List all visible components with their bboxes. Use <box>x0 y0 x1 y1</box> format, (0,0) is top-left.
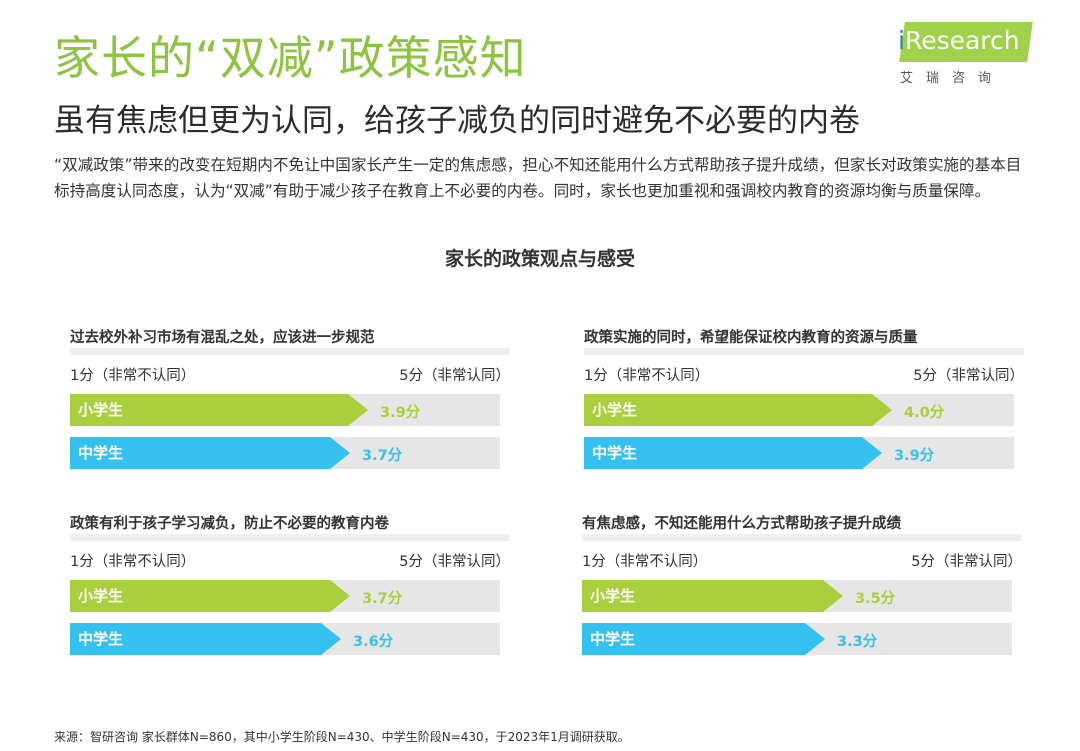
scale-max-label: 5分（非常认同） <box>399 368 510 384</box>
data-label: 3.7分 <box>362 591 403 607</box>
bar-series-label: 小学生 <box>592 401 638 419</box>
scale-max-label: 5分（非常认同） <box>911 554 1022 570</box>
bar-series-label: 小学生 <box>590 587 636 605</box>
bar-series-label: 小学生 <box>78 401 124 419</box>
scale-min-label: 1分（非常不认同） <box>70 368 196 384</box>
bar <box>70 437 350 469</box>
panel-title-text: 政策有利于孩子学习减负，防止不必要的教育内卷 <box>70 516 389 532</box>
data-label: 3.9分 <box>894 448 935 464</box>
bar-series-label: 中学生 <box>78 444 124 462</box>
logo-prefix: i <box>898 26 905 55</box>
bar <box>582 580 843 612</box>
chart-panel: 政策实施的同时，希望能保证校内教育的资源与质量 1分（非常不认同） 5分（非常认同）… <box>584 326 1024 476</box>
bar <box>70 580 350 612</box>
bar-row: 小学生 3.9分 <box>70 394 500 426</box>
bar-series-label: 中学生 <box>78 630 124 648</box>
panel-title-text: 有焦虑感，不知还能用什么方式帮助孩子提升成绩 <box>582 516 901 532</box>
chart-panel: 有焦虑感，不知还能用什么方式帮助孩子提升成绩 1分（非常不认同） 5分（非常认同） 小… <box>582 512 1022 662</box>
panel-title: 政策实施的同时，希望能保证校内教育的资源与质量 <box>584 326 1024 355</box>
logo-name: Research <box>904 26 1020 55</box>
bar-row: 小学生 3.5分 <box>582 580 1012 612</box>
chart-panel: 过去校外补习市场有混乱之处，应该进一步规范 1分（非常不认同） 5分（非常认同） 小学… <box>70 326 510 476</box>
bar-row: 小学生 3.7分 <box>70 580 500 612</box>
panel-title-text: 政策实施的同时，希望能保证校内教育的资源与质量 <box>584 330 918 346</box>
bar <box>584 437 882 469</box>
data-label: 3.5分 <box>855 591 896 607</box>
scale-min-label: 1分（非常不认同） <box>70 554 196 570</box>
data-label: 3.3分 <box>837 634 878 650</box>
scale-max-label: 5分（非常认同） <box>913 368 1024 384</box>
bar-row: 中学生 3.7分 <box>70 437 500 469</box>
panel-title: 政策有利于孩子学习减负，防止不必要的教育内卷 <box>70 512 510 541</box>
data-label: 3.9分 <box>380 405 421 421</box>
panel-title: 有焦虑感，不知还能用什么方式帮助孩子提升成绩 <box>582 512 1022 541</box>
bar-row: 中学生 3.9分 <box>584 437 1014 469</box>
iresearch-logo: iResearch 艾瑞咨询 <box>896 20 1036 90</box>
data-label: 3.7分 <box>362 448 403 464</box>
bar <box>70 623 341 655</box>
chart-title: 家长的政策观点与感受 <box>444 248 635 270</box>
data-label: 4.0分 <box>904 405 945 421</box>
chart-panel: 政策有利于孩子学习减负，防止不必要的教育内卷 1分（非常不认同） 5分（非常认同） 小… <box>70 512 510 662</box>
logo-chinese-name: 艾瑞咨询 <box>900 71 1005 86</box>
source-footnote: 来源：智研咨询 家长群体N=860，其中小学生阶段N=430、中学生阶段N=43… <box>54 730 630 744</box>
scale-min-label: 1分（非常不认同） <box>584 368 710 384</box>
scale-max-label: 5分（非常认同） <box>399 554 510 570</box>
bar-series-label: 中学生 <box>592 444 638 462</box>
scale-min-label: 1分（非常不认同） <box>582 554 708 570</box>
page-subtitle: 虽有焦虑但更为认同，给孩子减负的同时避免不必要的内卷 <box>54 103 860 139</box>
bar <box>582 623 825 655</box>
bar <box>70 394 368 426</box>
bar-series-label: 中学生 <box>590 630 636 648</box>
bar-row: 中学生 3.6分 <box>70 623 500 655</box>
bar-row: 中学生 3.3分 <box>582 623 1012 655</box>
data-label: 3.6分 <box>353 634 394 650</box>
panel-title: 过去校外补习市场有混乱之处，应该进一步规范 <box>70 326 510 355</box>
intro-paragraph: “双减政策”带来的改变在短期内不免让中国家长产生一定的焦虑感，担心不知还能用什么… <box>54 156 1022 200</box>
bar-series-label: 小学生 <box>78 587 124 605</box>
panel-title-text: 过去校外补习市场有混乱之处，应该进一步规范 <box>70 330 375 346</box>
page-title: 家长的“双减”政策感知 <box>54 31 527 85</box>
bar <box>584 394 892 426</box>
bar-row: 小学生 4.0分 <box>584 394 1014 426</box>
